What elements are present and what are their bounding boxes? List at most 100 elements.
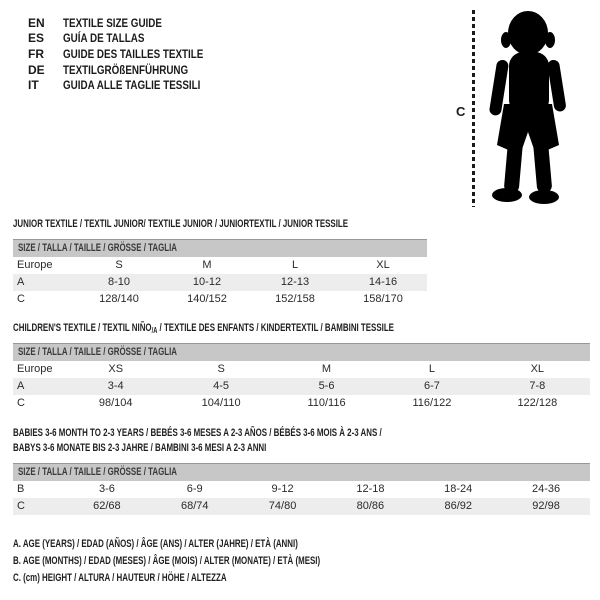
junior-table-title-text: JUNIOR TEXTILE / TEXTIL JUNIOR/ TEXTILE … <box>13 218 349 230</box>
size-header-bar: SIZE / TALLA / TAILLE / GRÖSSE / TAGLIA <box>13 239 427 257</box>
babies-table-title-text: BABYS 3-6 MONATE BIS 2-3 JAHRE / BAMBINI… <box>13 442 267 454</box>
size-header-label: SIZE / TALLA / TAILLE / GRÖSSE / TAGLIA <box>18 346 177 358</box>
table-cell: XL <box>376 259 390 271</box>
table-cell: 18-24 <box>444 483 473 495</box>
table-cell: 24-36 <box>531 483 561 495</box>
language-row-es: ES GUÍA DE TALLAS <box>28 31 234 47</box>
row-label: C <box>17 293 25 305</box>
size-header-bar: SIZE / TALLA / TAILLE / GRÖSSE / TAGLIA <box>13 463 590 481</box>
table-cell: 152/158 <box>275 293 315 305</box>
table-cell: 140/152 <box>187 293 227 305</box>
size-header-label: SIZE / TALLA / TAILLE / GRÖSSE / TAGLIA <box>18 242 177 254</box>
table-cell: 104/110 <box>201 397 241 409</box>
table-cell: 6-7 <box>423 380 440 392</box>
row-label: Europe <box>17 259 53 271</box>
babies-table-title-text: BABIES 3-6 MONTH TO 2-3 YEARS / BEBÉS 3-… <box>13 427 382 439</box>
table-cell: 6-9 <box>186 483 203 495</box>
table-row-age: A 3-4 4-5 5-6 6-7 7-8 <box>13 378 590 395</box>
babies-table-title-line2: BABYS 3-6 MONATE BIS 2-3 JAHRE / BAMBINI… <box>13 441 590 456</box>
row-label: C <box>17 397 25 409</box>
table-cell: 92/98 <box>532 500 560 512</box>
table-cell: 9-12 <box>271 483 294 495</box>
table-cell: XL <box>530 363 545 375</box>
size-header-label: SIZE / TALLA / TAILLE / GRÖSSE / TAGLIA <box>18 466 177 478</box>
title-segment: / TEXTILE DES ENFANTS / KINDERTEXTIL / B… <box>157 322 394 334</box>
size-header-bar: SIZE / TALLA / TAILLE / GRÖSSE / TAGLIA <box>13 343 590 361</box>
table-cell: M <box>321 363 332 375</box>
footnote-c: C. (cm) HEIGHT / ALTURA / HAUTEUR / HÖHE… <box>13 570 440 587</box>
table-cell: 110/116 <box>307 397 346 409</box>
language-code: FR <box>28 46 44 61</box>
language-title: GUÍA DE TALLAS <box>63 31 145 46</box>
table-cell: 8-10 <box>107 276 131 288</box>
table-row-europe: Europe XS S M L XL <box>13 361 590 378</box>
children-table-title-text: CHILDREN'S TEXTILE / TEXTIL NIÑO/A / TEX… <box>13 321 394 338</box>
table-cell: 86/92 <box>444 500 472 512</box>
table-cell: 14-16 <box>368 276 398 288</box>
height-measure-label: C <box>456 104 466 119</box>
table-row-age: A 8-10 10-12 12-13 14-16 <box>13 274 427 291</box>
table-cell: 12-18 <box>356 483 385 495</box>
table-row-europe: Europe S M L XL <box>13 257 427 274</box>
table-row-age-months: B 3-6 6-9 9-12 12-18 18-24 24-36 <box>13 481 590 498</box>
footnote-c-text: C. (cm) HEIGHT / ALTURA / HAUTEUR / HÖHE… <box>13 572 227 584</box>
height-measure-dotted-line <box>472 10 475 207</box>
junior-table-title: JUNIOR TEXTILE / TEXTIL JUNIOR/ TEXTILE … <box>13 217 427 232</box>
row-label: Europe <box>17 363 53 375</box>
row-label: C <box>17 500 25 512</box>
language-row-it: IT GUIDA ALLE TAGLIE TESSILI <box>28 77 234 93</box>
table-cell: 62/68 <box>93 500 121 512</box>
language-code: EN <box>28 15 45 30</box>
table-cell: 80/86 <box>356 500 385 512</box>
footnote-a: A. AGE (YEARS) / EDAD (AÑOS) / ÂGE (ANS)… <box>13 536 440 553</box>
table-cell: 7-8 <box>529 380 546 392</box>
children-table-title: CHILDREN'S TEXTILE / TEXTIL NIÑO/A / TEX… <box>13 321 590 336</box>
table-cell: M <box>202 259 212 271</box>
table-row-height: C 98/104 104/110 110/116 116/122 122/128 <box>13 395 590 412</box>
table-cell: 122/128 <box>517 397 558 409</box>
table-cell: 3-4 <box>107 380 124 392</box>
table-cell: 98/104 <box>98 397 133 409</box>
language-row-fr: FR GUIDE DES TAILLES TEXTILE <box>28 46 234 62</box>
children-size-table: CHILDREN'S TEXTILE / TEXTIL NIÑO/A / TEX… <box>13 321 590 412</box>
table-cell: 158/170 <box>363 293 403 305</box>
language-code: IT <box>28 78 39 93</box>
language-title: GUIDA ALLE TAGLIE TESSILI <box>63 78 201 93</box>
table-cell: S <box>217 363 225 375</box>
title-segment: CHILDREN'S TEXTILE / TEXTIL NIÑO <box>13 322 152 334</box>
row-label: A <box>17 380 25 392</box>
language-code: DE <box>28 62 45 77</box>
table-cell: XS <box>108 363 124 375</box>
junior-size-table: JUNIOR TEXTILE / TEXTIL JUNIOR/ TEXTILE … <box>13 217 427 308</box>
table-cell: S <box>115 259 123 271</box>
table-cell: 5-6 <box>318 380 335 392</box>
table-cell: 116/122 <box>412 397 452 409</box>
language-row-en: EN TEXTILE SIZE GUIDE <box>28 15 234 31</box>
table-cell: 4-5 <box>213 380 230 392</box>
babies-size-table: BABIES 3-6 MONTH TO 2-3 YEARS / BEBÉS 3-… <box>13 426 590 515</box>
language-title-list: EN TEXTILE SIZE GUIDE ES GUÍA DE TALLAS … <box>28 15 234 93</box>
nino-a-subscript: /A <box>151 326 158 335</box>
babies-table-title-line1: BABIES 3-6 MONTH TO 2-3 YEARS / BEBÉS 3-… <box>13 426 590 441</box>
language-title: GUIDE DES TAILLES TEXTILE <box>63 46 204 61</box>
table-cell: 3-6 <box>98 483 115 495</box>
footnote-b: B. AGE (MONTHS) / EDAD (MESES) / ÂGE (MO… <box>13 553 440 570</box>
table-cell: 68/74 <box>180 500 209 512</box>
language-title: TEXTILGRÖßENFÜHRUNG <box>63 62 189 77</box>
row-label: B <box>17 483 25 495</box>
language-title: TEXTILE SIZE GUIDE <box>63 15 162 30</box>
language-row-de: DE TEXTILGRÖßENFÜHRUNG <box>28 62 234 78</box>
language-code: ES <box>28 31 45 46</box>
footnote-b-text: B. AGE (MONTHS) / EDAD (MESES) / ÂGE (MO… <box>13 555 321 567</box>
table-cell: 74/80 <box>268 500 297 512</box>
table-cell: L <box>428 363 435 375</box>
baby-silhouette-icon <box>489 11 566 204</box>
footnote-legend: A. AGE (YEARS) / EDAD (AÑOS) / ÂGE (ANS)… <box>13 536 440 587</box>
row-label: A <box>17 276 25 288</box>
table-cell: 128/140 <box>99 293 139 305</box>
table-row-height: C 128/140 140/152 152/158 158/170 <box>13 291 427 308</box>
table-cell: L <box>291 259 299 271</box>
table-cell: 10-12 <box>192 276 222 288</box>
table-cell: 12-13 <box>280 276 310 288</box>
footnote-a-text: A. AGE (YEARS) / EDAD (AÑOS) / ÂGE (ANS)… <box>13 538 298 550</box>
